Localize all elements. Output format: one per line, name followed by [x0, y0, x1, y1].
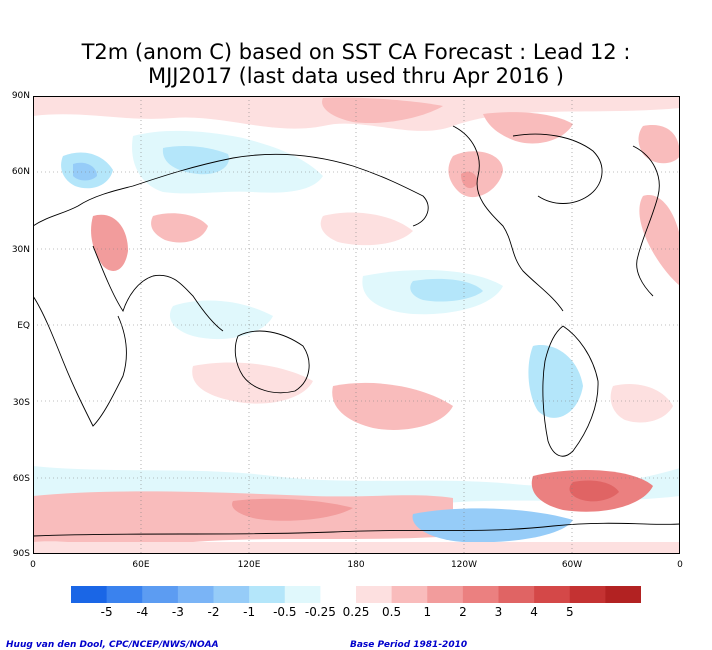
temperature-anomaly-map [33, 96, 680, 554]
lon-label-0-left: 0 [30, 560, 36, 570]
colorbar-label-10: 2 [459, 605, 467, 619]
colorbar-swatch-9 [391, 586, 428, 603]
colorbar-swatch-10 [427, 586, 464, 603]
colorbar-swatch-5 [249, 586, 286, 603]
anomaly-antarctic-warm-core [232, 498, 353, 521]
lat-label-60s: 60S [12, 474, 30, 484]
anomaly-china-warm [151, 213, 208, 243]
colorbar-label-5: -0.5 [273, 605, 297, 619]
anomaly-antarctic-warm [33, 491, 453, 544]
colorbar [71, 586, 641, 603]
anomaly-na-east-warm [639, 195, 680, 286]
lat-label-90s: 90S [12, 549, 30, 559]
lat-label-eq: EQ [17, 321, 30, 331]
colorbar-swatch-14 [569, 586, 606, 603]
colorbar-swatch-3 [177, 586, 215, 603]
lon-label-120w: 120W [450, 560, 478, 570]
lon-label-180: 180 [347, 560, 365, 570]
anomaly-antarctica-cold [412, 508, 573, 543]
colorbar-swatch-13 [534, 586, 571, 603]
colorbar-label-11: 3 [494, 605, 503, 619]
anomaly-siberia-cold-core [162, 146, 229, 175]
lat-label-30s: 30S [12, 398, 30, 408]
anomaly-greenland-warm [483, 112, 573, 144]
anomaly-indian-cold [169, 300, 273, 340]
colorbar-swatch-15 [605, 586, 641, 603]
colorbar-swatch-8 [356, 586, 393, 603]
map-title-line2: MJJ2017 (last data used thru Apr 2016 ) [147, 64, 564, 88]
map-title-line1: T2m (anom C) based on SST CA Forecast : … [81, 40, 631, 64]
map-grid [33, 96, 680, 554]
colorbar-swatch-1 [106, 586, 143, 603]
anomaly-pacific-warm [320, 212, 413, 246]
anomaly-south-indian-warm [192, 362, 313, 404]
lat-label-90n: 90N [11, 91, 30, 101]
lon-label-120e: 120E [237, 560, 261, 570]
colorbar-label-12: 4 [530, 605, 538, 619]
coastlines [33, 125, 680, 537]
lon-label-60w: 60W [561, 560, 583, 570]
anomaly-europe-warm [638, 125, 680, 164]
colorbar-label-0: -5 [100, 605, 113, 619]
credit-text: Huug van den Dool, CPC/NCEP/NWS/NOAA [6, 640, 219, 650]
anomaly-canada-warm [448, 151, 503, 198]
colorbar-swatch-2 [142, 586, 179, 603]
colorbar-label-9: 1 [423, 605, 432, 619]
anomaly-europe-cold-core [73, 162, 97, 181]
colorbar-label-8: 0.5 [382, 605, 402, 619]
colorbar-label-3: -2 [207, 605, 220, 619]
anomaly-samerica-cold [528, 345, 583, 418]
anomaly-tibet-warm [91, 214, 128, 271]
colorbar-label-6: -0.25 [304, 605, 336, 619]
lon-label-60e: 60E [132, 560, 150, 570]
colorbar-swatch-4 [213, 586, 250, 603]
anomaly-canada-warm-core [461, 171, 478, 189]
lon-label-0-right: 0 [677, 560, 683, 570]
base-period-text: Base Period 1981-2010 [350, 640, 468, 650]
anomaly-south-pacific-warm [332, 382, 453, 430]
colorbar-label-13: 5 [565, 605, 574, 619]
colorbar-swatch-11 [462, 586, 500, 603]
colorbar-swatch-0 [71, 586, 108, 603]
colorbar-swatch-7 [320, 586, 357, 603]
colorbar-label-1: -4 [136, 605, 149, 619]
colorbar-label-7: 0.25 [342, 605, 370, 619]
anomaly-south-atlantic-warm [610, 384, 673, 423]
colorbar-label-2: -3 [171, 605, 184, 619]
anomaly-arctic-warm-core [322, 97, 443, 124]
colorbar-label-4: -1 [243, 605, 256, 619]
lat-label-60n: 60N [11, 167, 30, 177]
anomaly-trop-pacific-cold-core [410, 278, 483, 302]
anomaly-pole-warm [33, 542, 680, 554]
colorbar-swatch-6 [284, 586, 321, 603]
colorbar-swatch-12 [498, 586, 535, 603]
lat-label-30n: 30N [11, 245, 30, 255]
anomaly-weddell-warm-core [569, 480, 619, 502]
